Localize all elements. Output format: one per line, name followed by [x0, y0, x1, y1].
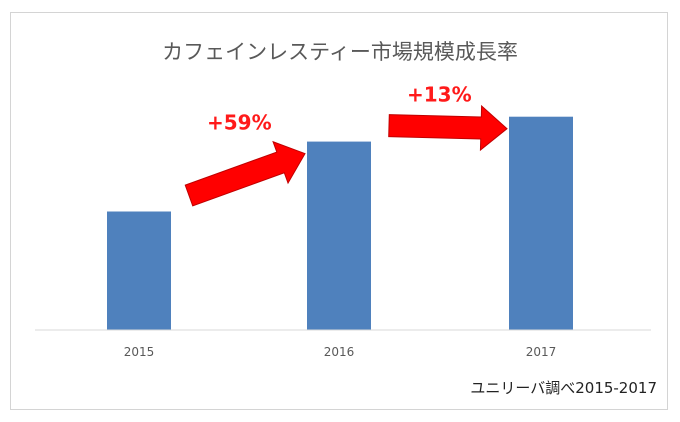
x-tick-2015: 2015 — [124, 345, 155, 359]
growth-arrow-2 — [388, 104, 508, 152]
bars-group — [107, 116, 573, 330]
x-tick-2017: 2017 — [526, 345, 557, 359]
growth-bar-chart: カフェインレスティー市場規模成長率 2015 2016 2017 +59%+13% … — [35, 40, 657, 397]
bar-2017 — [509, 116, 573, 330]
x-tick-labels: 2015 2016 2017 — [124, 345, 557, 359]
x-tick-2016: 2016 — [324, 345, 355, 359]
growth-arrow-1 — [184, 140, 306, 207]
bar-2016 — [307, 141, 371, 330]
chart-title: カフェインレスティー市場規模成長率 — [162, 40, 518, 64]
source-note: ユニリーバ調べ2015-2017 — [470, 379, 657, 397]
chart-frame: カフェインレスティー市場規模成長率 2015 2016 2017 +59% +13% … — [10, 12, 668, 410]
growth-arrows: +59% +13% — [184, 83, 508, 207]
bar-2015 — [107, 211, 171, 330]
growth-label-1: +59% — [207, 111, 272, 135]
growth-label-2: +13% — [407, 83, 472, 107]
